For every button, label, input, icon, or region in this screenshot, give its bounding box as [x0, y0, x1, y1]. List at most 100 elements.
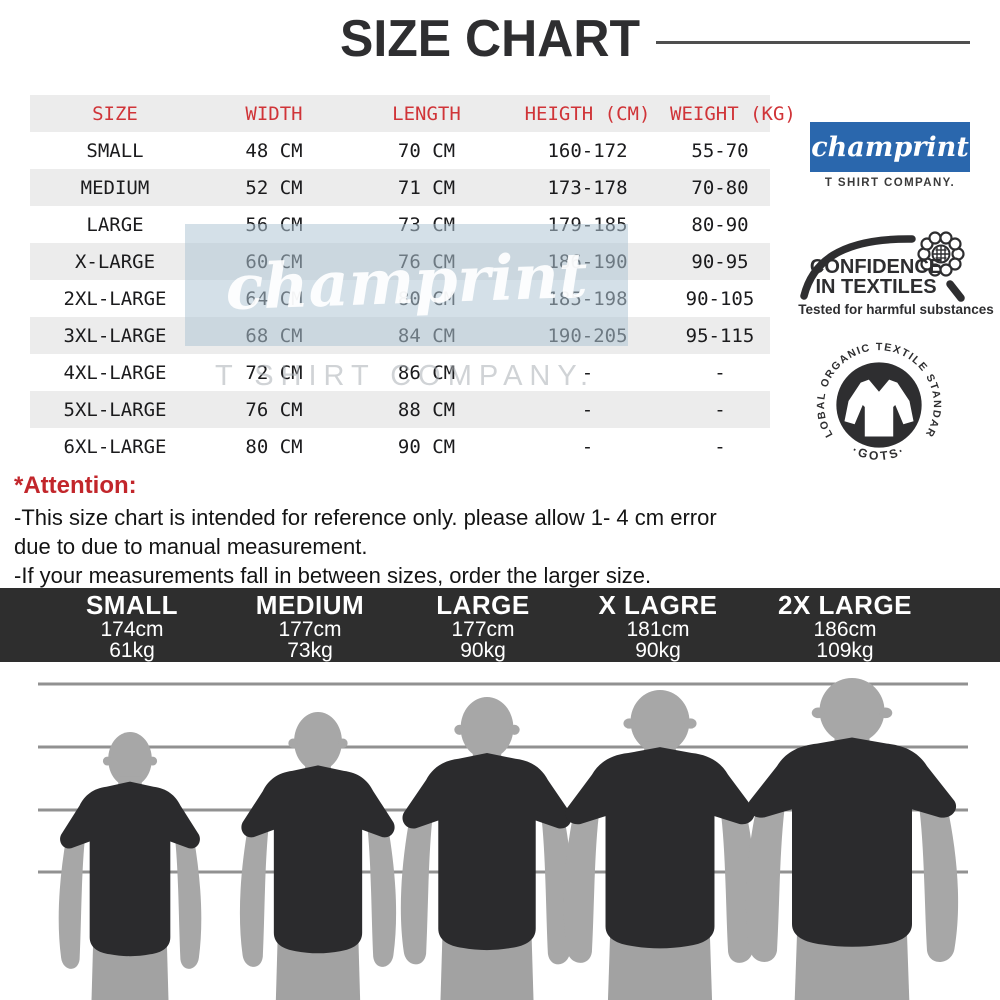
- size-summary-bar: SMALL 174cm 61kg MEDIUM 177cm 73kg LARGE…: [0, 588, 1000, 662]
- oeko-line3: Tested for harmful substances: [798, 302, 994, 317]
- figure-silhouette-2xlarge: [745, 678, 959, 1000]
- arc-tail-icon: [946, 280, 965, 302]
- table-cell: 2XL-LARGE: [63, 287, 167, 310]
- table-row-xlarge: X-LARGE 60 CM 76 CM 186-190 90-95: [30, 243, 770, 280]
- table-cell: 95-115: [685, 324, 755, 347]
- figure-silhouette-medium: [239, 712, 397, 1000]
- brand-logo-text: champrint: [811, 131, 969, 163]
- table-row-3xl: 3XL-LARGE 68 CM 84 CM 190-205 95-115: [30, 317, 770, 354]
- table-cell: 90-105: [685, 287, 755, 310]
- table-row-small: SMALL 48 CM 70 CM 160-172 55-70: [30, 132, 770, 169]
- table-cell: -: [714, 435, 726, 458]
- table-cell: 186-190: [547, 250, 628, 273]
- table-cell: 6XL-LARGE: [63, 435, 167, 458]
- bar-item-2xlarge: 2X LARGE 186cm 109kg: [750, 591, 940, 661]
- bar-item-xlarge: X LAGRE 181cm 90kg: [563, 591, 753, 661]
- attention-line: -This size chart is intended for referen…: [14, 505, 717, 530]
- table-cell: 179-185: [547, 213, 628, 236]
- header-cell-width: WIDTH: [245, 102, 303, 125]
- table-cell: SMALL: [86, 139, 144, 162]
- svg-text:·GOTS·: ·GOTS·: [850, 443, 908, 464]
- table-cell: -: [714, 361, 726, 384]
- header-cell-length: LENGTH: [392, 102, 461, 125]
- table-cell: 90-95: [691, 250, 749, 273]
- table-row-4xl: 4XL-LARGE 72 CM 86 CM - -: [30, 354, 770, 391]
- table-cell: -: [581, 435, 594, 458]
- size-table: SIZE WIDTH LENGTH HEIGTH (CM) WEIGHT (KG…: [30, 95, 796, 465]
- table-cell: 4XL-LARGE: [63, 361, 167, 384]
- flower-globe-icon: [917, 231, 965, 277]
- table-cell: 70-80: [691, 176, 749, 199]
- header-cell-height: HEIGTH (CM): [524, 102, 651, 125]
- table-row-medium: MEDIUM 52 CM 71 CM 173-178 70-80: [30, 169, 770, 206]
- table-cell: 3XL-LARGE: [63, 324, 167, 347]
- attention-note: *Attention: -This size chart is intended…: [14, 472, 774, 590]
- table-row-2xl: 2XL-LARGE 64 CM 80 CM 185-198 90-105: [30, 280, 770, 317]
- table-header-row: SIZE WIDTH LENGTH HEIGTH (CM) WEIGHT (KG…: [30, 95, 796, 132]
- table-cell: -: [581, 361, 594, 384]
- bar-weight: 109kg: [816, 639, 874, 662]
- table-cell: 173-178: [547, 176, 628, 199]
- table-row-5xl: 5XL-LARGE 76 CM 88 CM - -: [30, 391, 770, 428]
- table-cell: 48 CM: [245, 139, 303, 162]
- table-cell: 73 CM: [397, 213, 456, 236]
- table-cell: 64 CM: [245, 287, 303, 310]
- brand-logo: champrint T SHIRT COMPANY.: [810, 122, 970, 189]
- bar-label: SMALL: [85, 590, 179, 620]
- table-cell: 160-172: [547, 139, 628, 162]
- table-cell: 60 CM: [245, 250, 303, 273]
- page-title: SIZE CHART: [340, 9, 640, 68]
- table-cell: 80 CM: [245, 435, 303, 458]
- bar-item-medium: MEDIUM 177cm 73kg: [215, 591, 405, 661]
- arc-swoosh-icon: [800, 235, 916, 300]
- table-cell: 76 CM: [245, 398, 303, 421]
- table-cell: 56 CM: [245, 213, 303, 236]
- table-cell: 84 CM: [397, 324, 456, 347]
- table-cell: X-LARGE: [74, 250, 156, 273]
- table-row-large: LARGE 56 CM 73 CM 179-185 80-90: [30, 206, 770, 243]
- table-cell: 5XL-LARGE: [63, 398, 167, 421]
- bar-label: LARGE: [436, 590, 530, 620]
- attention-line: -If your measurements fall in between si…: [14, 563, 652, 588]
- figure-silhouette-large: [400, 697, 574, 1000]
- header-cell-size: SIZE: [92, 102, 138, 125]
- table-cell: 55-70: [691, 139, 749, 162]
- table-cell: -: [581, 398, 594, 421]
- bar-weight: 90kg: [635, 639, 681, 662]
- table-cell: 185-198: [547, 287, 628, 310]
- bar-height: 174cm: [100, 618, 164, 641]
- bar-height: 181cm: [626, 618, 690, 641]
- figure-silhouette-xlarge: [563, 690, 757, 1000]
- oeko-line2: IN TEXTILES: [815, 276, 936, 298]
- bar-label: MEDIUM: [255, 590, 365, 620]
- bar-label: X LAGRE: [598, 590, 718, 620]
- oeko-line1: CONFIDENCE: [810, 256, 942, 278]
- table-cell: 80-90: [691, 213, 749, 236]
- figure-lineup: [38, 678, 968, 1000]
- table-cell: 88 CM: [397, 398, 456, 421]
- table-cell: 72 CM: [245, 361, 303, 384]
- figure-silhouette-small: [58, 732, 202, 1000]
- table-cell: 76 CM: [397, 250, 456, 273]
- table-cell: -: [714, 398, 726, 421]
- attention-heading: *Attention:: [14, 472, 137, 499]
- table-cell: 68 CM: [245, 324, 303, 347]
- bar-weight: 90kg: [460, 639, 506, 662]
- bar-label: 2X LARGE: [777, 590, 913, 620]
- bar-weight: 73kg: [287, 639, 333, 662]
- header-cell-weight: WEIGHT (KG): [670, 102, 796, 125]
- table-cell: 71 CM: [397, 176, 456, 199]
- bar-weight: 61kg: [109, 639, 155, 662]
- table-cell: 70 CM: [397, 139, 456, 162]
- table-cell: 80 CM: [397, 287, 456, 310]
- confidence-in-textiles-badge: CONFIDENCE IN TEXTILES Tested for harmfu…: [798, 231, 994, 317]
- table-cell: 90 CM: [397, 435, 456, 458]
- bar-item-large: LARGE 177cm 90kg: [388, 591, 578, 661]
- table-cell: MEDIUM: [80, 176, 150, 199]
- bar-height: 177cm: [278, 618, 342, 641]
- bar-height: 177cm: [451, 618, 515, 641]
- gots-badge: GLOBAL ORGANIC TEXTILE STANDARD ·GOTS·: [814, 340, 941, 464]
- attention-line: due to due to manual measurement.: [14, 534, 368, 559]
- brand-subtitle: T SHIRT COMPANY.: [824, 177, 956, 189]
